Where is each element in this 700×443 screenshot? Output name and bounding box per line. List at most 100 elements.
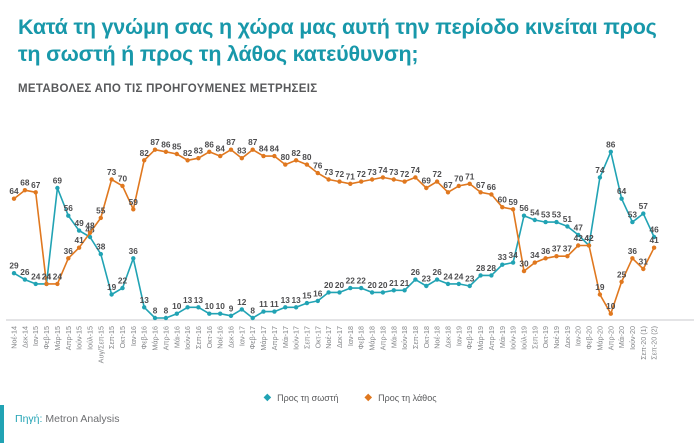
data-point	[597, 175, 603, 180]
data-point	[630, 256, 635, 261]
x-tick-label: Μάι-16	[172, 326, 181, 348]
data-point	[651, 245, 657, 250]
data-point	[521, 268, 527, 274]
data-point	[500, 262, 505, 267]
data-point-label: 24	[31, 271, 41, 281]
data-point	[391, 288, 396, 293]
data-point-label: 57	[639, 201, 649, 211]
data-point	[413, 175, 418, 180]
data-point	[348, 181, 353, 186]
data-point-label: 28	[487, 263, 497, 273]
data-point-label: 37	[563, 244, 573, 254]
data-point	[228, 147, 234, 152]
x-tick-label: Οκτ-15	[118, 326, 127, 348]
data-point-label: 76	[313, 161, 323, 171]
data-point	[641, 266, 646, 272]
data-point-label: 24	[42, 271, 52, 281]
data-point-label: 8	[164, 306, 169, 316]
data-point-label: 36	[628, 246, 638, 256]
x-tick-label: Ιαν-15	[31, 326, 40, 346]
data-point	[478, 190, 483, 195]
data-point-label: 10	[172, 301, 182, 311]
data-point	[218, 153, 223, 159]
x-tick-label: Οκτ-17	[313, 326, 322, 348]
x-tick-label: Μάρ-15	[53, 326, 62, 351]
x-tick-label: Δεκ-18	[444, 326, 453, 348]
data-point	[304, 162, 310, 167]
data-point-label: 67	[443, 180, 453, 190]
data-point-label: 36	[64, 246, 74, 256]
data-point	[293, 305, 299, 310]
data-point	[337, 179, 342, 184]
x-tick-label: Ιούν-18	[400, 326, 409, 350]
data-point-label: 48	[85, 220, 95, 230]
data-point-label: 13	[183, 295, 193, 305]
data-point	[120, 183, 125, 189]
x-tick-label: Σεπ-19	[530, 326, 539, 349]
data-point	[510, 207, 516, 212]
data-point-label: 53	[628, 210, 638, 220]
legend-item-wrong-direction: ◆ Προς τη λάθος	[364, 393, 436, 404]
data-point-label: 74	[595, 165, 605, 175]
data-point-label: 13	[194, 295, 204, 305]
x-tick-label: Φεβ-17	[248, 326, 257, 349]
data-point-label: 26	[432, 267, 442, 277]
x-tick-label: Ιούλ-15	[85, 326, 94, 350]
data-point	[597, 292, 603, 297]
data-point-label: 13	[291, 295, 301, 305]
data-point	[22, 188, 28, 193]
x-tick-label: Δεκ-14	[20, 326, 29, 348]
data-point	[456, 281, 461, 287]
data-point-label: 80	[281, 152, 291, 162]
data-point	[142, 305, 147, 310]
data-point-label: 51	[563, 214, 573, 224]
x-tick-label: Οκτ-16	[205, 326, 214, 348]
x-tick-label: Σεπ-15	[107, 326, 116, 349]
x-tick-label: Φεβ-20	[585, 326, 594, 349]
data-point	[380, 175, 386, 180]
data-point-label: 86	[205, 139, 215, 149]
data-point-label: 11	[270, 299, 279, 309]
data-point-label: 21	[389, 278, 399, 288]
data-point-label: 11	[259, 299, 268, 309]
x-tick-label: Νοέ-19	[552, 326, 561, 349]
x-tick-label: Ιούν-19	[509, 326, 518, 350]
data-point	[369, 177, 375, 182]
data-point	[98, 251, 104, 257]
data-point	[424, 283, 429, 289]
data-point-label: 59	[129, 197, 139, 207]
data-point-label: 31	[639, 257, 649, 267]
data-point-label: 87	[248, 137, 258, 147]
data-point-label: 49	[74, 218, 84, 228]
data-point	[326, 290, 331, 295]
data-point-label: 24	[454, 271, 464, 281]
data-point	[413, 277, 418, 282]
data-point-label: 66	[487, 182, 497, 192]
data-point-label: 16	[313, 288, 323, 298]
data-point-label: 38	[96, 242, 106, 252]
data-point	[174, 151, 179, 157]
data-point-label: 8	[153, 306, 158, 316]
data-point	[33, 281, 38, 287]
chart-area: Νοέ-14 Δεκ-14 Ιαν-15 Φεβ-15 Μάρ-15 Απρ-15 Ιούν…	[0, 118, 700, 390]
data-point	[11, 271, 17, 276]
data-point-label: 72	[357, 169, 367, 179]
data-point-label: 8	[250, 306, 255, 316]
data-point-label: 12	[237, 297, 247, 307]
data-point-label: 56	[519, 203, 529, 213]
data-point-label: 10	[606, 301, 616, 311]
legend-label-right: Προς τη σωστή	[277, 393, 339, 403]
x-tick-label: Αυγ/Σεπ-15	[96, 326, 105, 363]
data-point-label: 73	[107, 167, 117, 177]
data-point	[261, 309, 266, 314]
source-label: Πηγή:	[15, 413, 43, 425]
data-point	[380, 290, 386, 295]
data-point	[478, 273, 483, 278]
data-point-label: 67	[476, 180, 486, 190]
data-point-label: 82	[183, 148, 193, 158]
data-point	[11, 196, 17, 201]
data-point-label: 72	[432, 169, 442, 179]
x-tick-label: Ιούν-17	[292, 326, 301, 350]
data-point	[337, 290, 342, 295]
data-point-label: 20	[367, 280, 377, 290]
